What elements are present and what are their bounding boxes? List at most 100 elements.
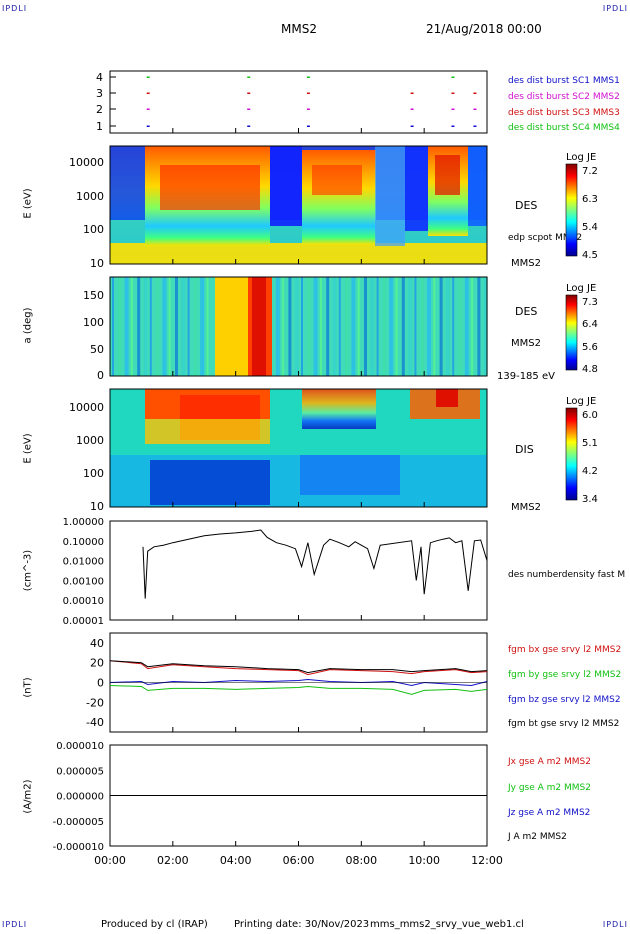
xtick-label: 02:00 [157,854,189,867]
colorbar-des-energy [565,163,578,257]
colorbar-tick: 5.6 [582,342,598,353]
burst-ytick-label: 1 [96,120,103,133]
energy-ytick-label: 10000 [69,401,104,414]
energy-ytick-label: 10 [90,500,104,513]
pitch-stripe [382,277,386,376]
pitch-ytick-label: 50 [90,343,104,356]
label-mms2-pitch: MMS2 [511,338,541,349]
xtick-label: 04:00 [220,854,252,867]
burst-ytick-label: 2 [96,103,103,116]
pitch-stripe [477,277,481,376]
label-des: DES [515,199,538,212]
burst-marker [473,108,477,110]
pitch-stripe [370,277,375,376]
pitch-stripe [351,277,356,376]
legend-jy: Jy gse A m2 MMS2 [508,783,591,793]
pitch-stripe [427,277,431,376]
pitch-ytick-label: 150 [83,289,104,302]
burst-marker [306,108,310,110]
current-ytick-label: 0.000005 [56,766,104,777]
label-mms2-des-energy: MMS2 [511,258,541,269]
density-ytick-label: 0.01000 [63,557,104,568]
pitch-stripe [301,277,303,376]
tick-labels: 10000 1000 100 10 10000 1000 100 10 150 100 50 0 1.0… [53,128,503,867]
corner-mark-top-left: IPDLI [2,4,28,13]
energy-ytick-label: 100 [83,223,104,236]
des-energy-spectrogram [110,146,487,264]
pitch-stripe [376,277,379,376]
pitch-stripe [420,277,424,376]
xtick-label: 00:00 [94,854,126,867]
legend-burst-mms2: des dist burst SC2 MMS2 [508,92,620,102]
xtick-label: 10:00 [408,854,440,867]
pitch-stripe [332,277,337,376]
pitch-stripe [433,277,436,376]
colorbar-des-pitch [565,294,578,371]
pitch-stripe [458,277,462,376]
magnetic-field-lines [109,660,488,695]
colorbar-tick: 3.4 [582,494,598,505]
burst-marker [146,76,150,78]
bfield-series-line [109,660,488,676]
pitch-stripe [357,277,360,376]
colorbar-tick: 5.4 [582,222,598,233]
burst-marker [451,125,455,127]
burst-marker [451,76,455,78]
label-energy-range: 139-185 eV [497,371,555,382]
legend-bt: fgm bt gse srvy l2 MMS2 [508,719,620,729]
bfield-ytick-label: 40 [90,637,104,650]
burst-marker [247,92,251,94]
burst-marker [410,125,414,127]
energy-ytick-label: 1000 [76,190,104,203]
density-ytick-label: 1.00000 [63,517,104,528]
colorbar-tick: 5.1 [582,438,598,449]
density-series-line [142,529,488,599]
pitch-stripe [118,277,122,376]
burst-marker [146,92,150,94]
footer-printing-date: Printing date: 30/Nov/2023 [234,919,370,930]
pitch-stripe [149,277,152,376]
legend-bx: fgm bx gse srvy l2 MMS2 [508,645,622,655]
current-ytick-label: -0.000005 [53,817,104,828]
footer-file: mms_mms2_srvy_vue_web1.cl [370,919,524,930]
pitch-stripe [181,277,186,376]
pitch-stripe [338,277,341,376]
colorbar-tick: 4.8 [582,364,598,375]
legend-by: fgm by gse srvy l2 MMS2 [508,670,622,680]
pitch-ytick-label: 0 [97,369,104,382]
colorbar-tick: 7.3 [582,297,598,308]
pitch-stripe [345,277,349,376]
burst-marker [473,125,477,127]
pitch-stripe [112,277,114,376]
bfield-ytick-label: 0 [97,677,104,690]
legend-bz: fgm bz gse srvy l2 MMS2 [508,695,621,705]
legend-jx: Jx gse A m2 MMS2 [508,757,591,767]
burst-marker [410,92,414,94]
legend-jz: Jz gse A m2 MMS2 [508,808,591,818]
pitch-stripe [187,277,190,376]
colorbar-tick: 6.0 [582,410,598,421]
burst-marker [146,108,150,110]
energy-ytick-label: 10000 [69,156,104,169]
pitch-stripe [452,277,455,376]
legend-j: J A m2 MMS2 [508,832,567,842]
colorbar-tick: 4.5 [582,250,598,261]
pitch-stripe [445,277,450,376]
label-des-pitch: DES [515,305,538,318]
pitch-stripe [206,277,209,376]
burst-marker [306,76,310,78]
burst-marker [410,108,414,110]
colorbar-dis-energy [565,407,578,501]
pitch-stripe [319,277,322,376]
burst-ytick-label: 3 [96,87,103,100]
burst-marker [247,76,251,78]
pitch-stripe [143,277,148,376]
burst-marker [247,125,251,127]
mission-title: MMS2 [281,22,317,36]
colorbar-tick: 4.2 [582,466,598,477]
pitch-stripe [124,277,129,376]
pitch-stripe [326,277,330,376]
burst-marker [451,108,455,110]
legend-burst-mms1: des dist burst SC1 MMS1 [508,76,620,86]
